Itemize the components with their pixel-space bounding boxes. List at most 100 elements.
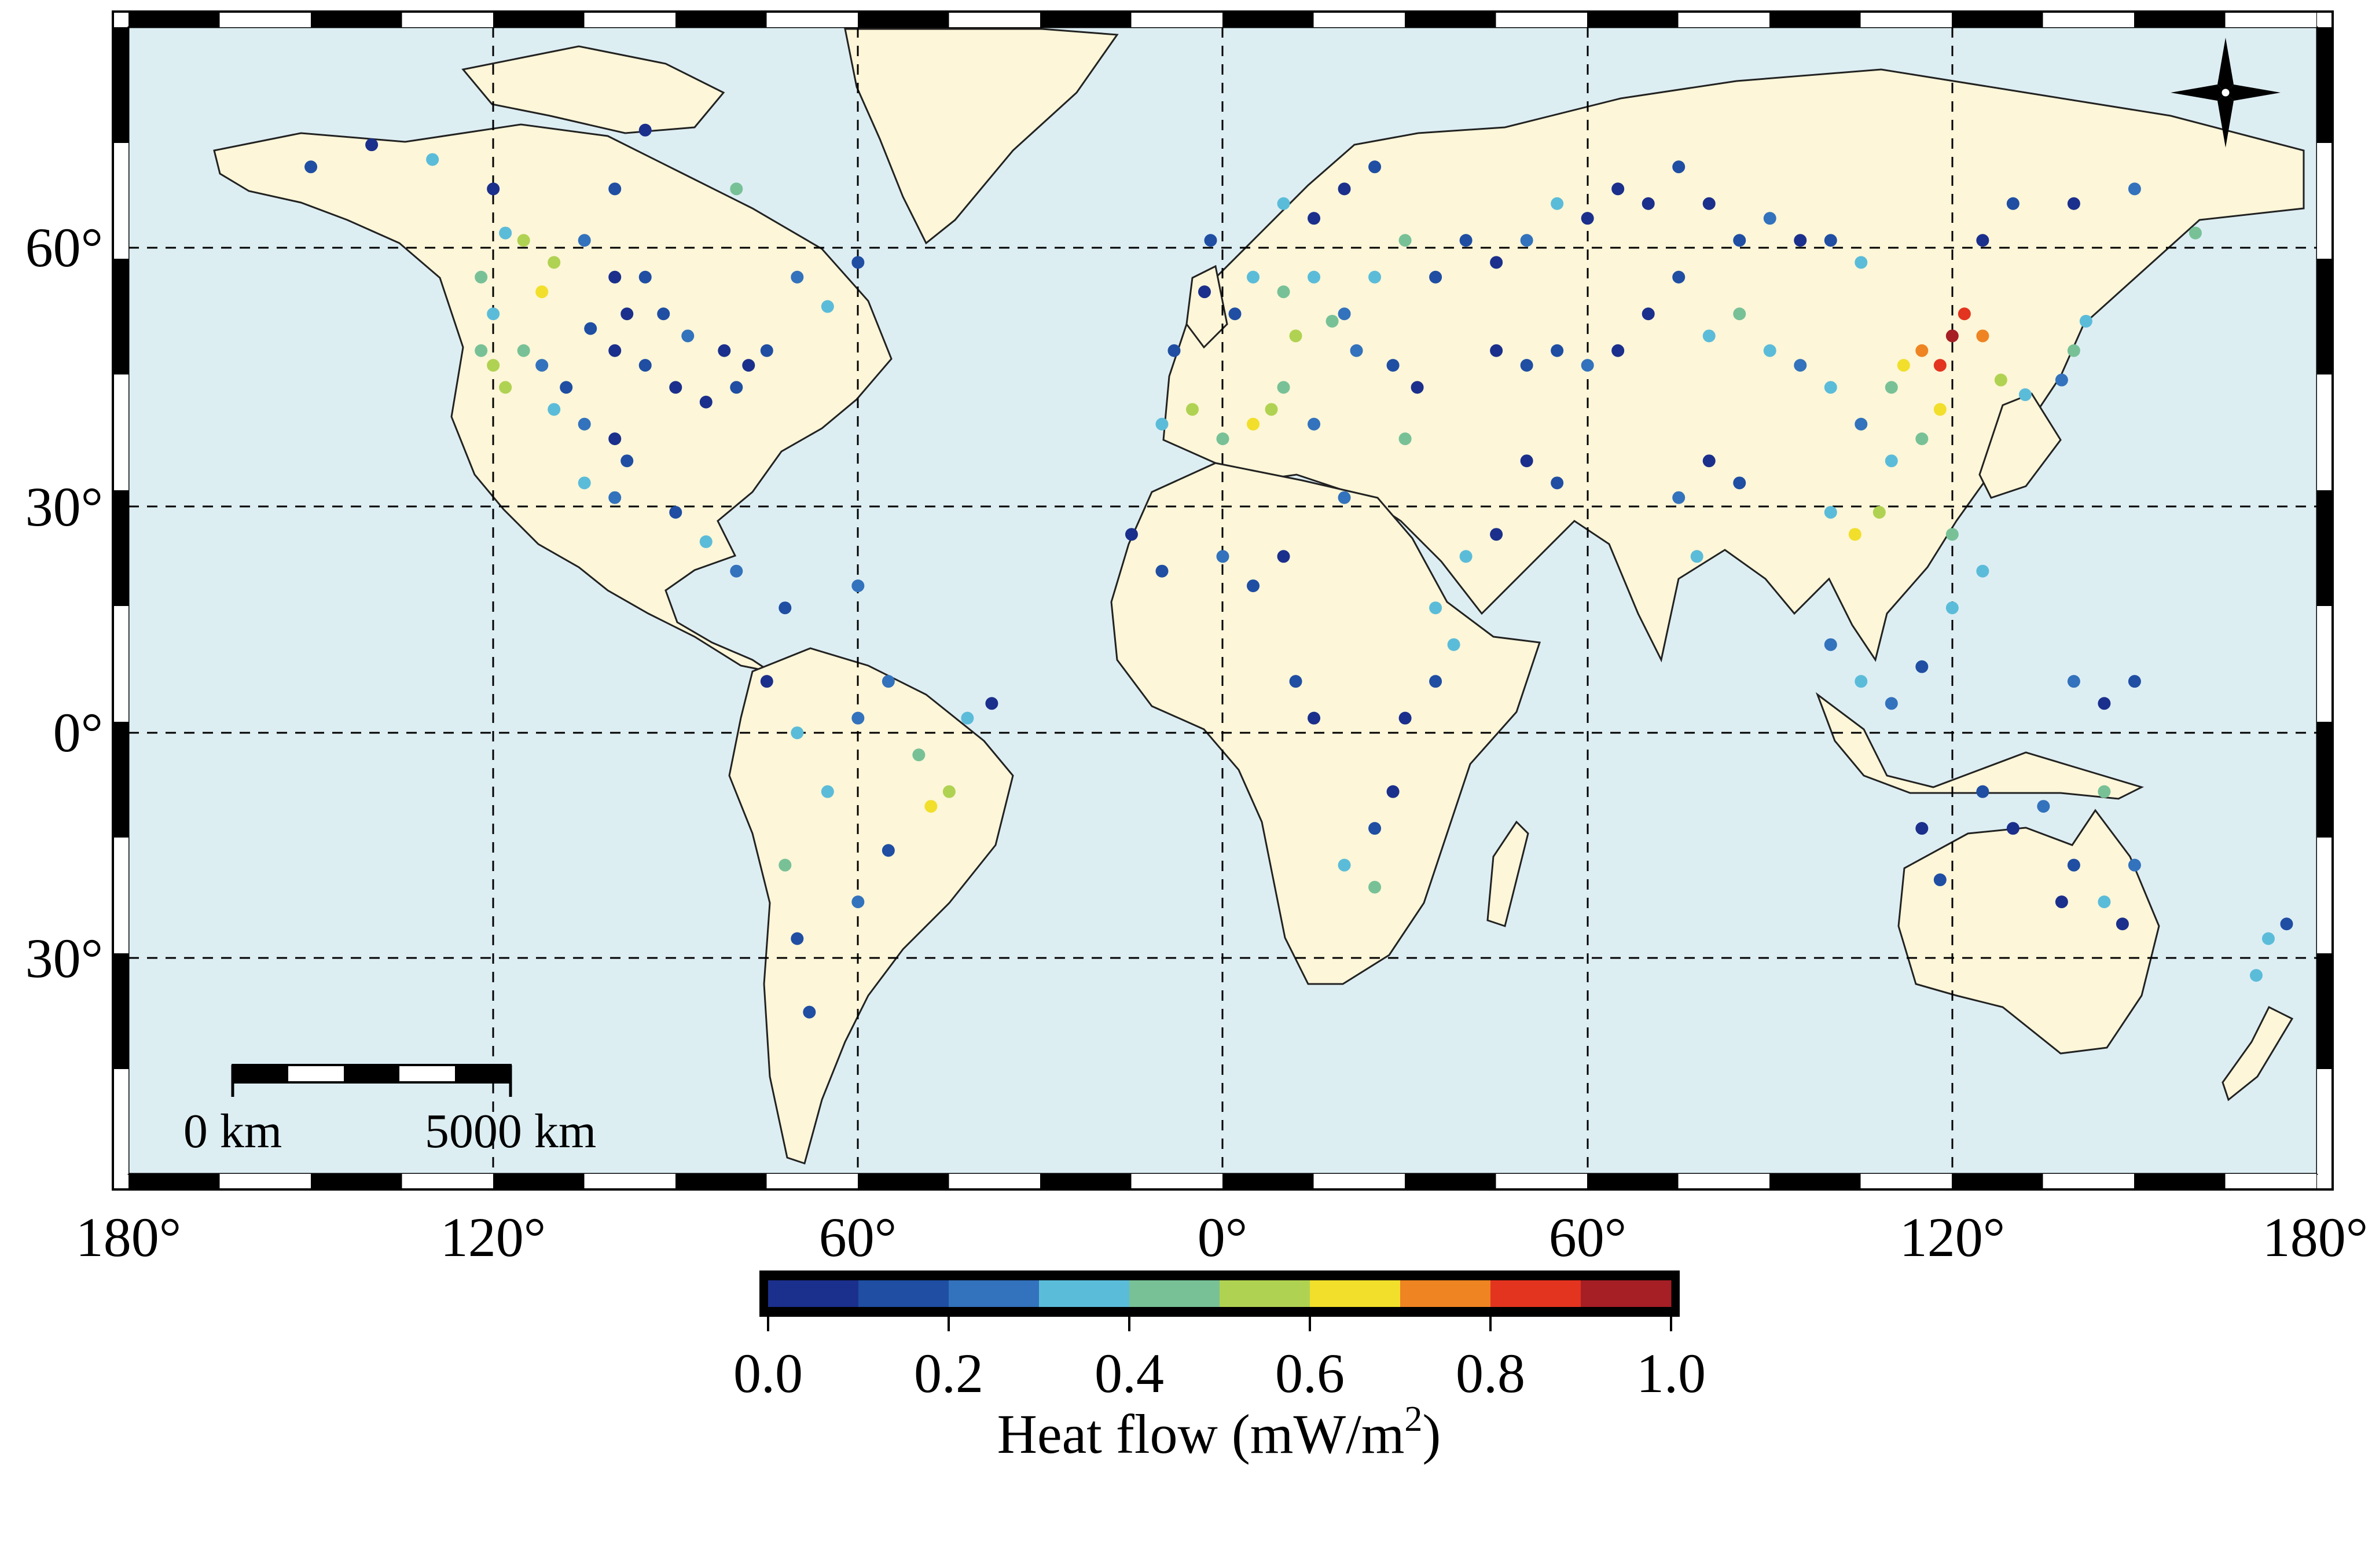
lat-label-30n: 30° [25,476,103,538]
heat-flow-point [1429,270,1442,284]
frame-segment-top [675,13,767,27]
heat-flow-point [1855,417,1868,431]
heat-flow-point [1338,491,1351,504]
frame-segment-bottom [2316,1174,2317,1188]
frame-segment-left [114,490,128,606]
heat-flow-point [1289,329,1302,343]
heat-flow-point [760,344,773,357]
heat-flow-point [1247,270,1260,284]
colorbar-tick-label-2: 0.4 [1095,1342,1164,1404]
lon-label-180w: 180° [76,1206,181,1268]
frame-segment-top [2043,13,2134,27]
heat-flow-point [730,564,743,578]
landmass-north-america [213,123,893,673]
heat-flow-point [1733,234,1746,247]
heat-flow-point [1308,417,1321,431]
heat-flow-point [1520,359,1533,372]
heat-flow-point [1976,234,1989,247]
frame-segment-top [1587,13,1679,27]
heat-flow-point [1520,454,1533,468]
heat-flow-point [1459,234,1473,247]
heat-flow-point [730,381,743,394]
heat-flow-point [487,182,500,196]
heat-flow-point [487,359,500,372]
heat-flow-point [1308,711,1321,725]
heat-flow-point [1611,344,1625,357]
scale-bar-segment-3 [344,1065,399,1082]
colorbar-ticks [767,1317,1672,1331]
heat-flow-point [1167,344,1181,357]
heat-flow-point [1733,476,1746,490]
heat-flow-point [1277,197,1290,210]
heat-flow-point [1915,344,1929,357]
heat-flow-point [1216,550,1229,563]
heat-flow-point [779,858,792,872]
heat-flow-point [1350,344,1363,357]
heat-flow-point [1976,785,1989,798]
heat-flow-point [2055,373,2068,387]
heat-flow-point [924,800,938,813]
heat-flow-point [742,359,755,372]
heat-flow-point [985,697,998,710]
heat-flow-point [791,932,804,945]
frame-segment-right [2317,953,2331,1069]
frame-segment-bottom [766,1174,858,1188]
heat-flow-point [1368,160,1382,174]
colorbar-title: Heat flow (mW/m2) [997,1400,1441,1465]
heat-flow-point [2116,917,2129,931]
heat-flow-point [2055,895,2068,909]
heat-flow-point [1490,344,1503,357]
frame-segment-top [949,13,1040,27]
heat-flow-point [1185,403,1199,416]
frame-segment-left [114,722,128,838]
heat-flow-point [1277,285,1290,299]
colorbar-bin [1310,1280,1401,1307]
heat-flow-point [535,359,549,372]
heat-flow-point [1368,880,1382,894]
frame-segment-bottom [949,1174,1040,1188]
heat-flow-point [1277,381,1290,394]
colorbar-tick-label-3: 0.6 [1275,1342,1345,1404]
compass-south-point [2217,93,2234,148]
heat-flow-point [1642,307,1655,321]
heat-flow-point [1915,660,1929,673]
heat-flow-point [1368,270,1382,284]
frame-segment-bottom [2225,1174,2316,1188]
compass-north-point [2217,38,2234,93]
frame-segment-right [2317,722,2331,838]
heat-flow-point [1551,344,1564,357]
heat-flow-point [2067,197,2080,210]
heat-flow-point [1690,550,1703,563]
heat-flow-point [2079,314,2092,328]
heat-flow-point [1733,307,1746,321]
heat-flow-point [2067,344,2080,357]
landmass-madagascar [1486,820,1529,927]
heat-flow-point [821,300,834,313]
frame-segment-bottom [1678,1174,1769,1188]
heat-flow-point [2098,895,2111,909]
frame-segment-bottom [1860,1174,1952,1188]
frame-segment-bottom [128,1174,220,1188]
heat-flow-point [426,153,439,166]
heat-flow-point [1794,359,1807,372]
heat-flow-point [548,256,561,269]
heat-flow-point [669,506,682,519]
heat-flow-point [1855,675,1868,688]
heat-flow-point [912,748,926,762]
heat-flow-point [1216,432,1229,446]
lat-label-0: 0° [53,702,103,763]
colorbar-tick-label-4: 0.8 [1456,1342,1525,1404]
heat-flow-point [1702,454,1716,468]
heat-flow-point [584,322,597,335]
frame-segment-top [1952,13,2043,27]
frame-segment-bottom [1313,1174,1405,1188]
heat-flow-point [1885,454,1898,468]
heat-flow-point [1155,417,1169,431]
heat-flow-point [1459,550,1473,563]
heat-flow-point [560,381,573,394]
heat-flow-point [2128,675,2141,688]
landmass-south-america [728,647,1014,1165]
frame-segment-bottom [584,1174,675,1188]
lon-label-180e: 180° [2263,1206,2368,1268]
